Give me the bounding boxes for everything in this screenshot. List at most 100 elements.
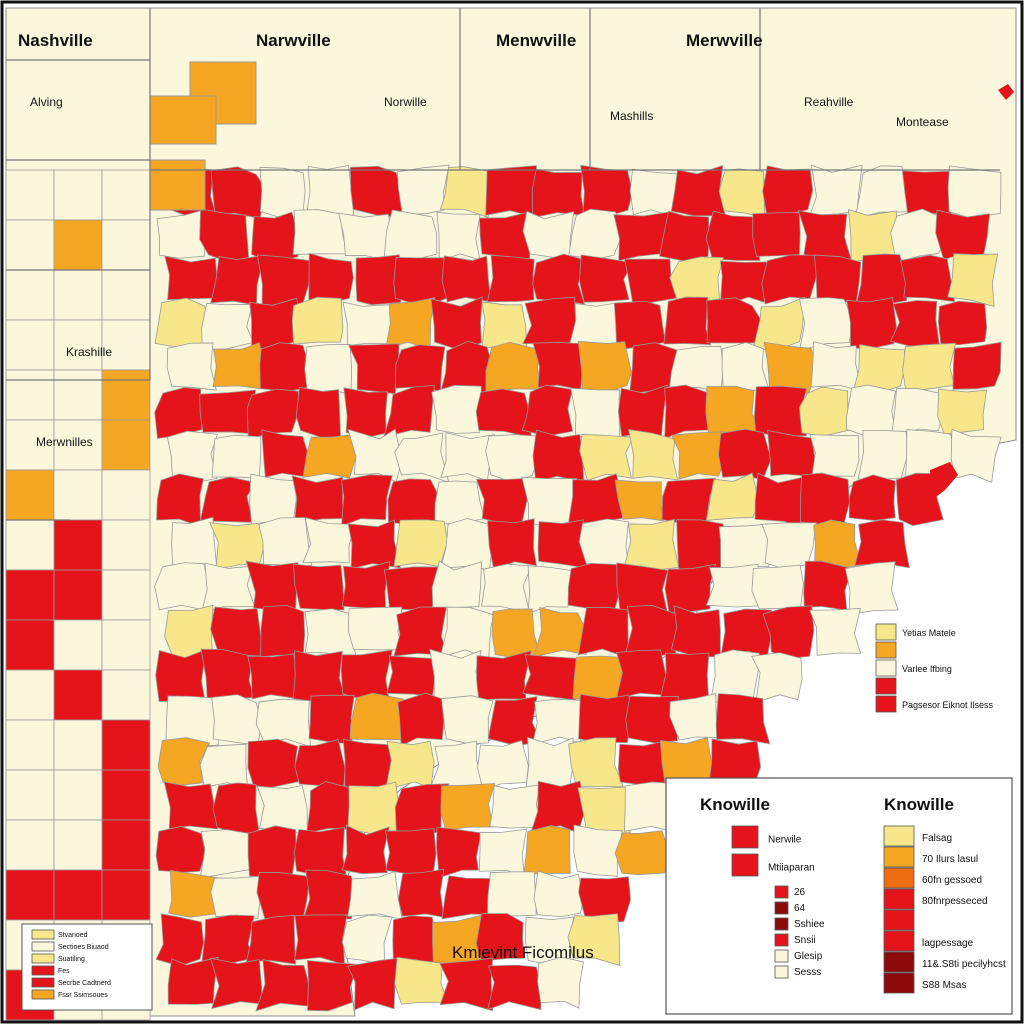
county <box>347 957 401 1011</box>
county <box>5 869 55 921</box>
legend-swatch <box>883 867 915 889</box>
county <box>385 297 436 351</box>
county <box>718 168 766 219</box>
county <box>210 254 265 306</box>
legend-label: 60fn gessoed <box>922 875 982 886</box>
county <box>171 516 218 570</box>
county <box>525 736 574 791</box>
county <box>487 871 537 917</box>
county <box>167 956 219 1005</box>
county <box>209 521 265 571</box>
county <box>753 385 808 437</box>
county <box>751 564 804 611</box>
label-norwille: Norwille <box>384 95 427 109</box>
legend-swatch <box>875 623 897 641</box>
county <box>857 429 909 480</box>
county <box>165 695 221 748</box>
legend-swatch <box>883 888 915 910</box>
county <box>293 826 347 877</box>
county <box>304 344 352 396</box>
county <box>481 563 532 614</box>
county <box>5 619 55 671</box>
county <box>245 560 299 611</box>
legend-label: Mtiiaparan <box>768 863 815 874</box>
county <box>431 560 482 614</box>
county <box>659 210 710 263</box>
legend-swatch <box>31 953 55 964</box>
county <box>810 340 863 392</box>
county <box>101 619 151 671</box>
county <box>394 344 446 392</box>
county <box>302 869 356 921</box>
county <box>537 956 584 1009</box>
county <box>255 698 311 748</box>
county <box>5 669 55 721</box>
county <box>53 819 103 871</box>
county <box>670 605 721 658</box>
county <box>890 388 945 438</box>
county <box>101 169 151 221</box>
county <box>890 208 946 263</box>
county <box>53 869 103 921</box>
legend-label: Nerwile <box>768 835 802 846</box>
county <box>568 473 623 524</box>
legend-label: Glesip <box>794 951 823 962</box>
county <box>577 786 634 835</box>
legend-swatch <box>875 695 897 713</box>
county <box>341 561 391 609</box>
county <box>568 737 624 788</box>
county <box>53 619 103 671</box>
legend-label: Fes <box>58 968 70 975</box>
county <box>199 743 248 790</box>
county <box>53 469 103 521</box>
county <box>166 342 217 391</box>
county <box>809 164 863 216</box>
county <box>101 719 151 771</box>
county <box>210 606 265 657</box>
county <box>397 692 445 747</box>
county <box>200 648 255 700</box>
county <box>487 518 538 571</box>
county <box>752 296 806 352</box>
legend-swatch <box>875 659 897 677</box>
county <box>347 606 404 651</box>
county <box>533 870 585 918</box>
county <box>629 168 678 218</box>
legend-swatch <box>883 846 915 868</box>
county <box>487 964 542 1011</box>
county <box>349 692 404 741</box>
county <box>475 478 529 525</box>
county <box>155 826 206 873</box>
county <box>441 255 492 303</box>
county <box>154 387 203 439</box>
legend-swatch <box>731 853 759 877</box>
county <box>355 254 403 306</box>
county <box>705 210 761 261</box>
county <box>430 296 483 351</box>
label-montease: Montease <box>896 115 949 129</box>
county <box>53 669 103 721</box>
county <box>523 825 571 875</box>
county <box>439 166 494 218</box>
legend-box-title-right: Knowille <box>884 795 954 814</box>
legend-label: Varlee Ifbing <box>902 664 952 674</box>
county <box>521 384 574 437</box>
county <box>101 519 151 571</box>
county <box>767 429 816 477</box>
legend-swatch <box>883 825 915 847</box>
county <box>347 519 401 570</box>
county <box>900 254 956 303</box>
county <box>154 562 210 612</box>
county <box>53 719 103 771</box>
legend-swatch <box>774 933 789 947</box>
county <box>101 669 151 721</box>
legend-label: S88 Msas <box>922 980 966 991</box>
county <box>491 608 541 658</box>
county <box>340 474 393 527</box>
county <box>485 434 540 484</box>
legend-swatch <box>883 930 915 952</box>
county <box>854 519 910 569</box>
county <box>383 209 438 261</box>
